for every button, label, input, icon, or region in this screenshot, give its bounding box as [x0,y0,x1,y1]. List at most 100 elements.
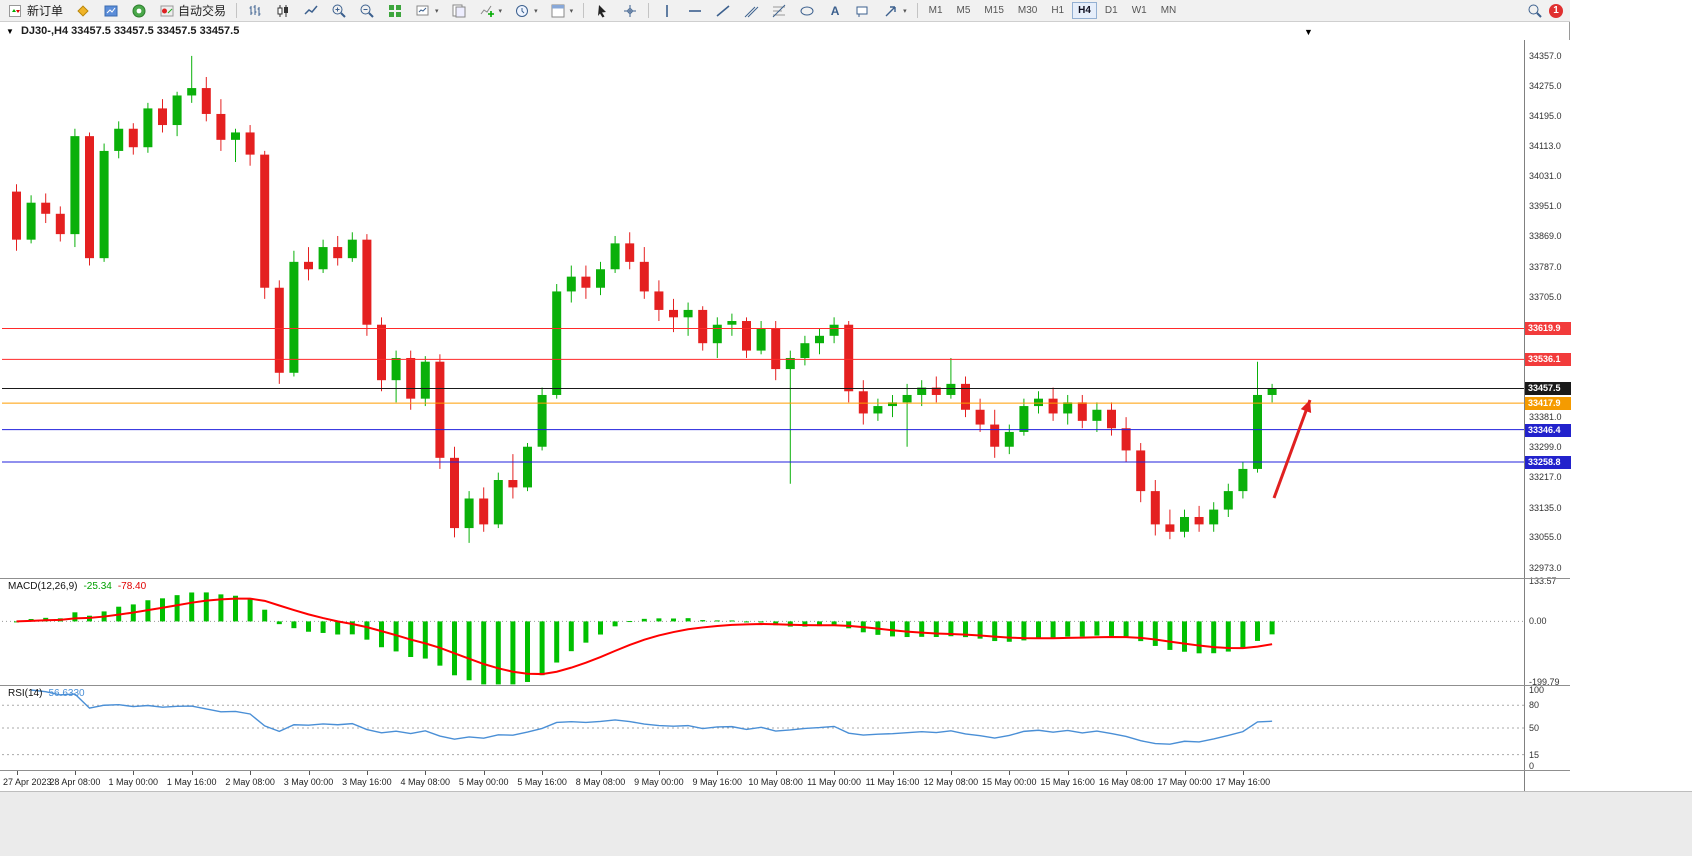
line-chart-icon [303,3,319,19]
tf-w1[interactable]: W1 [1131,5,1147,16]
line-chart-mode-button[interactable] [298,1,324,21]
time-label: 8 May 08:00 [575,777,626,787]
tf-mn[interactable]: MN [1160,5,1177,16]
macd-axis-tick: 133.57 [1529,575,1557,586]
new-order-icon [8,3,24,19]
tile-windows-icon [387,3,403,19]
time-tick [425,771,427,775]
templates-button[interactable]: ▾ [545,1,579,21]
time-label: 27 Apr 2023 [3,777,52,787]
periods-button[interactable]: ▾ [509,1,543,21]
rsi-panel-label: RSI(14) 56.6330 [8,688,85,699]
community-icon [131,3,147,19]
market-watch-button[interactable] [98,1,124,21]
price-tick: 33299.0 [1529,442,1562,453]
tf-m1[interactable]: M1 [928,5,943,16]
chevron-down-icon: ▾ [534,7,538,15]
cursor-icon [594,3,610,19]
mql5-button[interactable] [70,1,96,21]
chart-title: ▼ DJ30-,H4 33457.5 33457.5 33457.5 33457… [6,25,239,37]
window-menu-icon[interactable]: ▼ [6,27,14,36]
time-tick [717,771,719,775]
rsi-panel[interactable] [2,686,1524,770]
window-bottom-strip [0,791,1692,856]
zoom-in-button[interactable] [326,1,352,21]
text-tool-button[interactable]: A [822,1,848,21]
crosshair-tool-button[interactable] [617,1,643,21]
candlestick-chart[interactable] [2,40,1524,578]
vertical-line-icon [659,3,675,19]
macd-signal-value: -78.40 [117,581,147,592]
time-label: 1 May 00:00 [108,777,159,787]
template-icon [550,3,566,19]
time-tick [1242,771,1244,775]
profiles-button[interactable] [446,1,472,21]
time-label: 5 May 16:00 [517,777,567,787]
notification-badge[interactable]: 1 [1549,3,1563,18]
level-lines [2,327,1524,463]
bar-chart-mode-button[interactable] [242,1,268,21]
ohlc-bars-icon [247,3,263,19]
tf-m30[interactable]: M30 [1017,5,1038,16]
toolbar-right: 1 [1527,3,1567,19]
new-order-label: 新订单 [27,4,64,18]
clock-icon [514,3,530,19]
tf-m5[interactable]: M5 [956,5,971,16]
new-chart-button[interactable]: ▾ [410,1,444,21]
time-axis-border [0,770,1570,771]
price-tick: 32973.0 [1529,562,1562,573]
horizontal-line-tool-button[interactable] [682,1,708,21]
text-icon: A [830,3,840,18]
tf-h4[interactable]: H4 [1072,2,1097,19]
macd-panel[interactable] [2,579,1524,685]
chevron-down-icon: ▾ [435,7,439,15]
price-tick: 33705.0 [1529,291,1562,302]
text-label-tool-button[interactable] [850,1,876,21]
vertical-line-tool-button[interactable] [654,1,680,21]
auto-trading-button[interactable]: 自动交易 [154,1,231,21]
chart-window: ▼ DJ30-,H4 33457.5 33457.5 33457.5 33457… [0,22,1571,791]
tile-windows-button[interactable] [382,1,408,21]
trendline-tool-button[interactable] [710,1,736,21]
new-order-button[interactable]: 新订单 [3,1,68,21]
time-tick [191,771,193,775]
tf-d1[interactable]: D1 [1104,5,1118,16]
price-tick: 33135.0 [1529,502,1562,513]
auto-trading-label: 自动交易 [178,4,227,18]
tf-m15[interactable]: M15 [984,5,1004,16]
candles [12,55,1277,543]
community-button[interactable] [126,1,152,21]
zoom-out-button[interactable] [354,1,380,21]
trendline-icon [715,3,731,19]
indicators-button[interactable]: ▾ [474,1,508,21]
time-label: 11 May 16:00 [865,777,920,787]
toolbar-separator [648,3,650,18]
fibonacci-tool-button[interactable] [766,1,792,21]
search-icon[interactable] [1527,3,1543,19]
time-axis[interactable]: 27 Apr 2023 28 Apr 08:00 1 May 00:00 1 May … [2,771,1524,791]
arrows-tool-button[interactable]: ▾ [878,1,912,21]
macd-panel-label: MACD(12,26,9) -25.34 -78.40 [8,581,146,592]
arrow-tool-icon [883,3,899,19]
rsi-axis-tick: 50 [1529,723,1540,733]
shapes-tool-button[interactable] [794,1,820,21]
price-axis[interactable]: 34357.0 34275.0 34195.0 34113.0 34031.0 33951… [1524,40,1571,791]
panel-splitter[interactable] [0,685,1570,686]
tf-h1[interactable]: H1 [1051,5,1065,16]
rsi-axis-tick: 0 [1529,761,1535,771]
candlestick-mode-button[interactable] [270,1,296,21]
time-label: 9 May 16:00 [692,777,743,787]
chart-shift-marker[interactable]: ▼ [1304,27,1313,37]
cursor-tool-button[interactable] [589,1,615,21]
chart-page-icon [415,3,431,19]
macd-axis-tick: 0.00 [1529,616,1547,627]
time-tick [542,771,544,775]
panel-splitter[interactable] [0,578,1570,579]
time-label: 3 May 16:00 [342,777,392,787]
toolbar-separator [916,3,918,18]
time-tick [308,771,310,775]
channel-tool-button[interactable] [738,1,764,21]
time-label: 9 May 00:00 [634,777,684,787]
time-label: 15 May 00:00 [982,777,1037,787]
